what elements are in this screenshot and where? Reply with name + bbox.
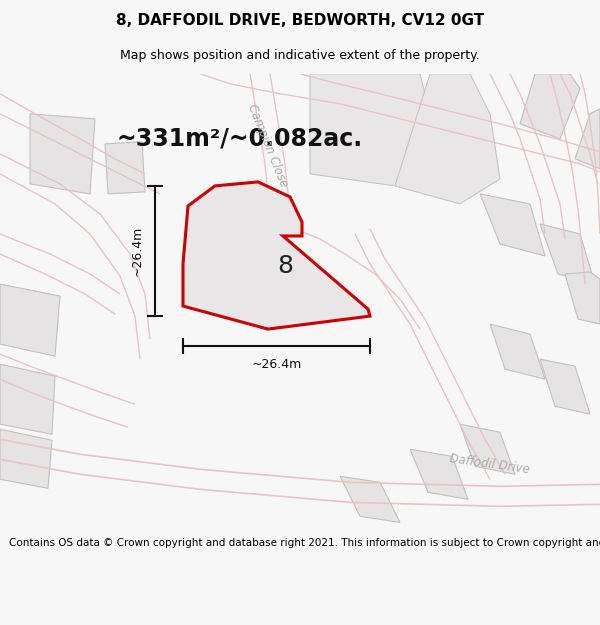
Polygon shape: [310, 74, 430, 186]
Text: 8: 8: [277, 254, 293, 278]
Text: ~331m²/~0.082ac.: ~331m²/~0.082ac.: [117, 127, 363, 151]
Text: Contains OS data © Crown copyright and database right 2021. This information is : Contains OS data © Crown copyright and d…: [9, 538, 600, 548]
Polygon shape: [540, 224, 595, 284]
Text: Map shows position and indicative extent of the property.: Map shows position and indicative extent…: [120, 49, 480, 62]
Polygon shape: [565, 272, 600, 324]
Polygon shape: [30, 114, 95, 194]
Text: Campion Close: Campion Close: [245, 102, 290, 189]
Polygon shape: [105, 142, 145, 194]
Text: Daffodil Drive: Daffodil Drive: [449, 452, 531, 476]
Polygon shape: [410, 449, 468, 499]
Polygon shape: [540, 359, 590, 414]
Polygon shape: [575, 109, 600, 169]
Polygon shape: [183, 182, 370, 329]
Polygon shape: [490, 324, 545, 379]
Polygon shape: [480, 194, 545, 256]
Polygon shape: [340, 476, 400, 522]
Polygon shape: [0, 284, 60, 356]
Polygon shape: [520, 74, 580, 139]
Polygon shape: [0, 429, 52, 488]
Text: 8, DAFFODIL DRIVE, BEDWORTH, CV12 0GT: 8, DAFFODIL DRIVE, BEDWORTH, CV12 0GT: [116, 13, 484, 28]
Text: ~26.4m: ~26.4m: [131, 226, 143, 276]
Polygon shape: [395, 74, 500, 204]
Text: ~26.4m: ~26.4m: [251, 357, 302, 371]
Polygon shape: [460, 424, 515, 474]
Polygon shape: [0, 364, 55, 434]
